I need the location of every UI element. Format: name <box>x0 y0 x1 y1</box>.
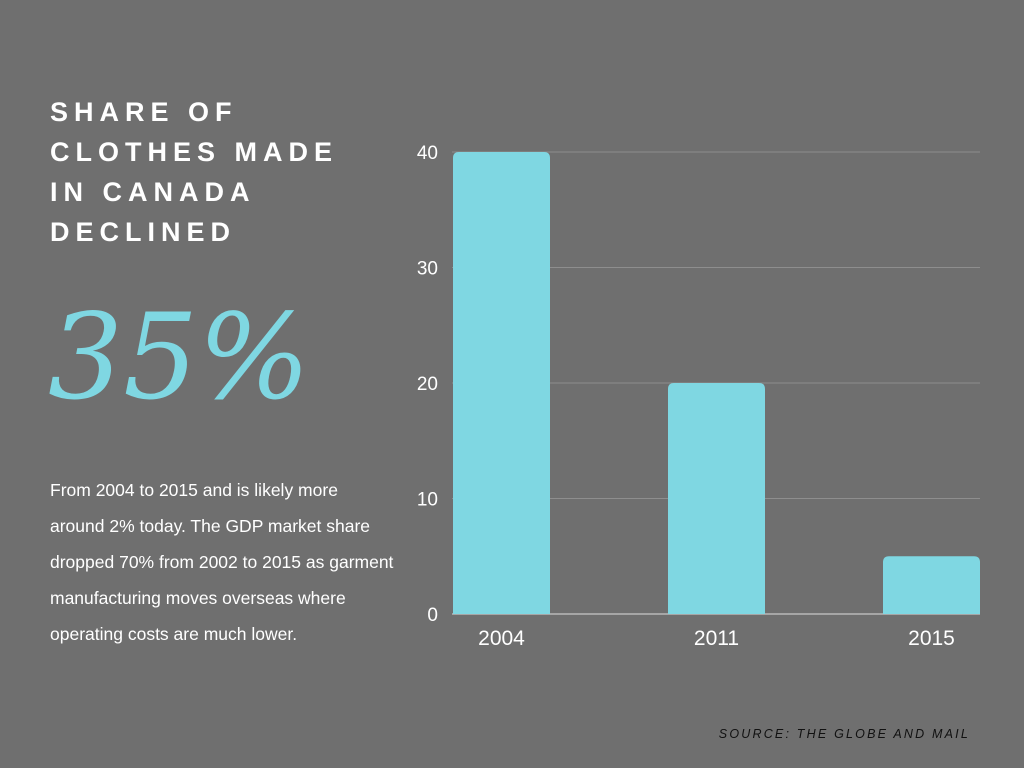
source-credit: Source: The Globe and Mail <box>718 727 970 741</box>
y-axis: 0 10 20 30 40 <box>417 143 438 626</box>
x-tick-label: 2015 <box>908 627 955 650</box>
x-tick-label: 2004 <box>478 627 525 650</box>
bar-2011 <box>668 383 765 614</box>
x-tick-label: 2011 <box>694 627 739 650</box>
y-tick-label: 0 <box>427 605 438 626</box>
y-tick-label: 40 <box>417 143 438 164</box>
y-tick-label: 30 <box>417 259 438 280</box>
big-stat: 35% <box>48 288 311 426</box>
bar-2004 <box>453 152 550 614</box>
y-tick-label: 10 <box>417 490 438 511</box>
x-axis: 2004 2011 2015 <box>478 627 955 650</box>
bar-2015 <box>883 556 980 614</box>
y-tick-label: 20 <box>417 374 438 395</box>
headline: Share of clothes made in Canada declined <box>50 97 338 247</box>
description-text: From 2004 to 2015 and is likely more aro… <box>50 480 394 644</box>
chart-bars <box>453 152 980 614</box>
